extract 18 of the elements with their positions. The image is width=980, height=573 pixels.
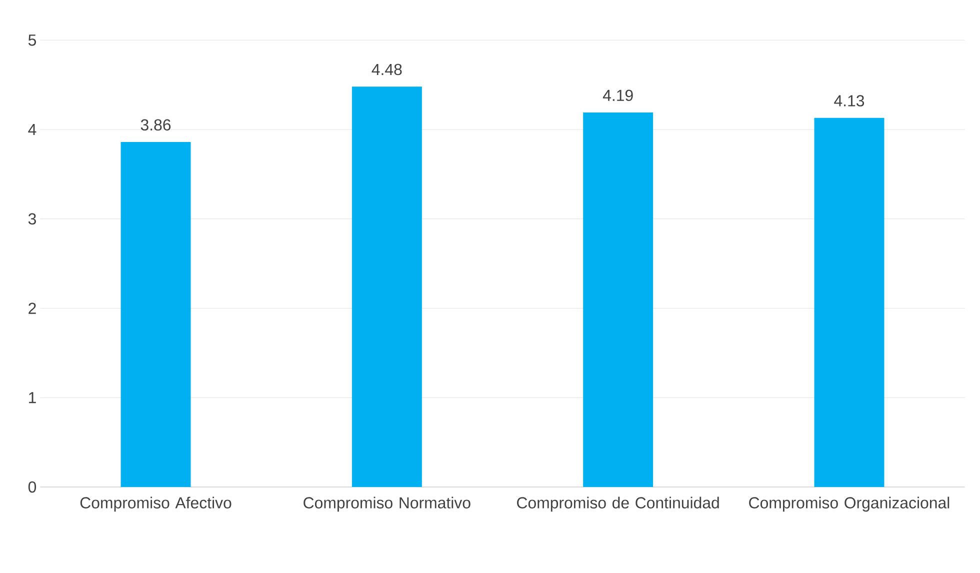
- x-tick-label: Compromiso Afectivo: [80, 496, 232, 512]
- data-label: 4.13: [834, 95, 864, 106]
- y-tick-label: 3: [28, 213, 36, 224]
- data-label: 4.19: [602, 90, 633, 101]
- y-tick-label: 4: [28, 124, 36, 135]
- x-tick-label: Compromiso Organizacional: [749, 496, 950, 512]
- data-label: 3.86: [140, 119, 171, 130]
- bar: [352, 86, 422, 487]
- bar: [120, 142, 191, 487]
- y-tick-label: 1: [29, 392, 36, 404]
- bar: [814, 118, 884, 487]
- x-tick-label: Compromiso Normativo: [304, 496, 470, 512]
- bar: [583, 112, 654, 487]
- data-label: 4.48: [372, 64, 402, 76]
- y-tick-label: 5: [28, 34, 36, 46]
- x-tick-label: Compromiso de Continuidad: [517, 496, 719, 512]
- y-tick-label: 2: [28, 302, 36, 314]
- y-tick-label: 0: [28, 481, 36, 493]
